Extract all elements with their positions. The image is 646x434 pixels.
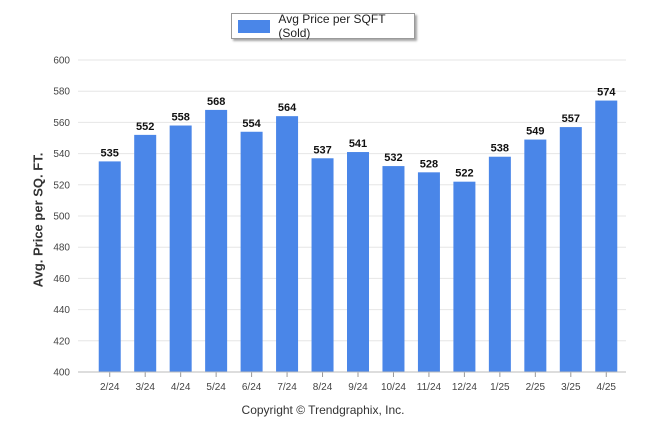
x-tick-label: 5/24 (206, 382, 226, 393)
y-tick-label: 480 (53, 243, 70, 254)
data-label: 528 (420, 158, 438, 170)
data-label: 541 (349, 138, 367, 150)
y-tick-label: 540 (53, 149, 70, 160)
y-tick-label: 440 (53, 305, 70, 316)
y-tick-label: 580 (53, 87, 70, 98)
x-axis-ticks: 2/24 3/24 4/24 5/24 6/24 7/24 8/24 9/24 10/24 11/… (100, 372, 616, 393)
x-tick-label: 1/25 (490, 382, 510, 393)
bars (98, 100, 618, 373)
x-tick-label: 4/24 (171, 382, 191, 393)
data-label: 574 (597, 87, 616, 99)
data-label: 564 (278, 102, 297, 114)
bar (417, 172, 440, 372)
bar (134, 134, 157, 372)
legend[interactable]: Avg Price per SQFT (Sold) (231, 12, 415, 40)
y-tick-label: 420 (53, 336, 70, 347)
x-tick-label: 7/24 (277, 382, 297, 393)
bar (524, 139, 547, 372)
x-tick-label: 10/24 (381, 382, 406, 393)
bar (240, 131, 263, 372)
data-label: 522 (455, 168, 473, 180)
x-tick-label: 12/24 (452, 382, 477, 393)
data-label: 557 (562, 113, 580, 125)
x-tick-label: 8/24 (313, 382, 333, 393)
bar (488, 156, 511, 372)
data-label: 535 (101, 147, 119, 159)
y-axis-title: Avg. Price per SQ. FT. (30, 152, 46, 288)
data-label: 554 (242, 118, 261, 130)
legend-label: Avg Price per SQFT (Sold) (278, 12, 386, 40)
x-tick-label: 2/24 (100, 382, 120, 393)
y-tick-label: 460 (53, 274, 70, 285)
x-tick-label: 3/25 (561, 382, 581, 393)
bar (595, 100, 618, 372)
data-labels: 535 552 558 568 554 564 537 541 532 528 522 538 549 5… (101, 87, 617, 180)
bar (453, 181, 476, 372)
y-axis-ticks: 400 420 440 460 480 500 520 540 560 580 600 (53, 56, 70, 379)
legend-swatch (238, 19, 271, 33)
bar (347, 152, 369, 372)
x-tick-label: 3/24 (135, 382, 155, 393)
bar (205, 109, 228, 373)
data-label: 532 (384, 152, 402, 164)
y-tick-label: 560 (53, 118, 70, 129)
data-label: 549 (526, 126, 544, 138)
x-tick-label: 2/25 (526, 382, 546, 393)
x-tick-label: 4/25 (597, 382, 617, 393)
bar (382, 166, 405, 372)
y-tick-label: 400 (53, 368, 70, 379)
data-label: 568 (207, 96, 225, 108)
bar (559, 127, 582, 372)
bar (169, 125, 192, 373)
y-tick-label: 600 (53, 56, 70, 67)
y-tick-label: 520 (53, 180, 70, 191)
x-tick-label: 11/24 (417, 382, 442, 393)
x-tick-label: 6/24 (242, 382, 262, 393)
data-label: 537 (313, 144, 331, 156)
bar (276, 116, 299, 372)
y-tick-label: 500 (53, 212, 70, 223)
data-label: 538 (491, 143, 509, 155)
x-tick-label: 9/24 (348, 382, 368, 393)
bar (98, 161, 121, 372)
data-label: 558 (171, 112, 189, 124)
copyright-text: Copyright © Trendgraphix, Inc. (241, 403, 405, 417)
data-label: 552 (136, 121, 154, 133)
bar (311, 158, 334, 372)
